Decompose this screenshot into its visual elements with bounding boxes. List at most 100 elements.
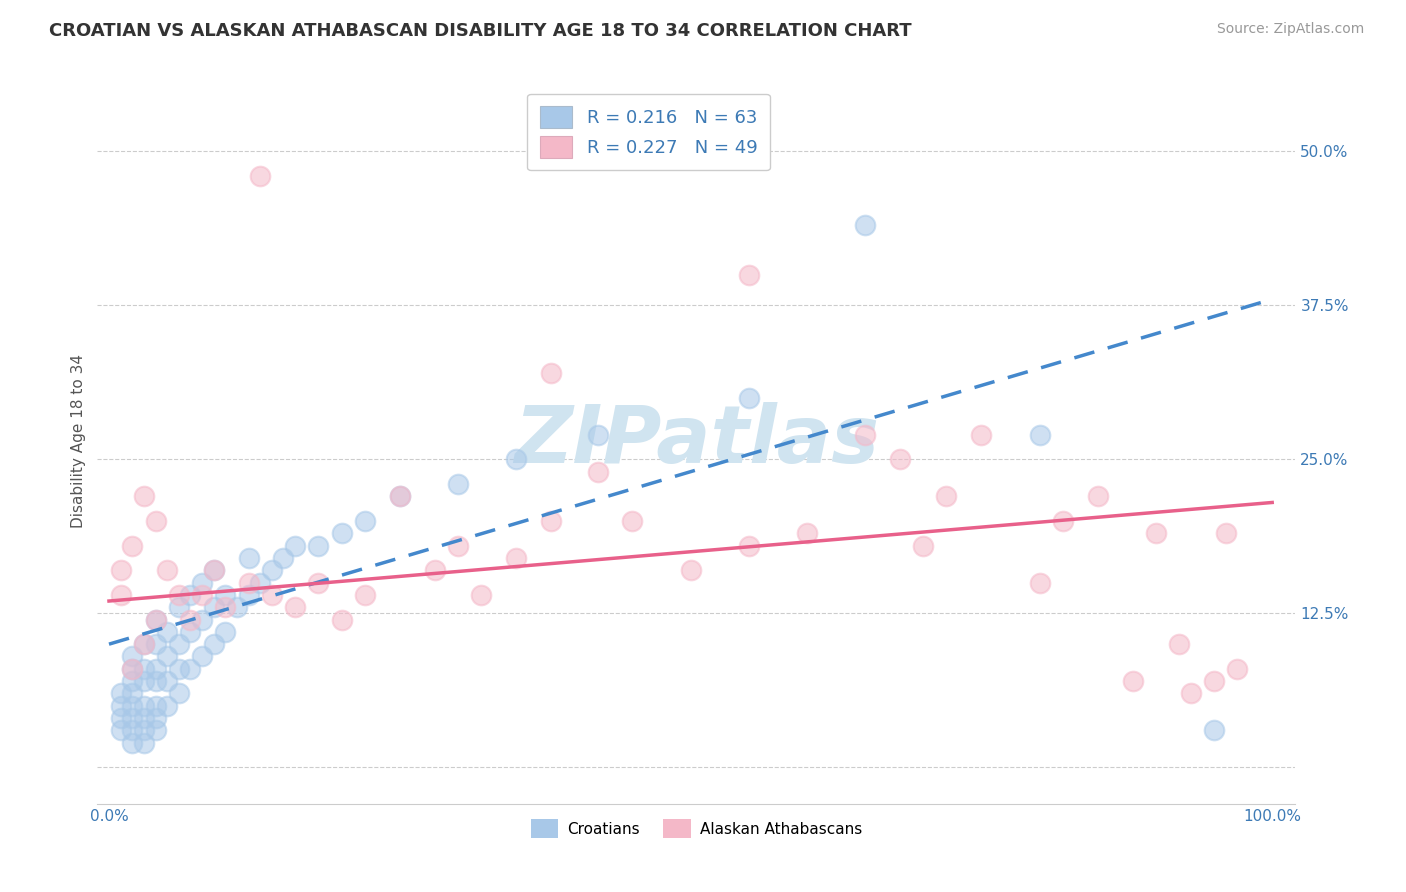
Point (505, 550, 527, 565)
Point (121, 686, 143, 700)
Point (388, 489, 411, 503)
Point (179, 624, 201, 639)
Point (110, 698, 132, 713)
Point (1168, 637, 1191, 651)
Point (110, 711, 132, 725)
Point (912, 539, 935, 553)
Point (621, 514, 644, 528)
Point (156, 649, 179, 664)
Point (179, 588, 201, 602)
Point (226, 600, 249, 615)
Point (167, 686, 190, 700)
Point (156, 674, 179, 689)
Point (330, 613, 353, 627)
Point (1052, 514, 1074, 528)
Point (145, 514, 167, 528)
Point (156, 624, 179, 639)
Point (505, 452, 527, 467)
Point (132, 662, 155, 676)
Point (307, 575, 329, 590)
Point (132, 637, 155, 651)
Point (167, 662, 190, 676)
Point (121, 649, 143, 664)
Point (679, 563, 702, 577)
Point (1087, 489, 1109, 503)
Point (307, 539, 329, 553)
Point (132, 674, 155, 689)
Point (388, 489, 411, 503)
Point (447, 477, 470, 491)
Point (132, 637, 155, 651)
Point (738, 539, 761, 553)
Point (354, 588, 377, 602)
Point (214, 588, 236, 602)
Point (853, 427, 876, 442)
Point (796, 526, 818, 541)
Point (273, 550, 295, 565)
Point (121, 662, 143, 676)
Point (738, 391, 761, 405)
Point (121, 539, 143, 553)
Point (145, 674, 167, 689)
Point (970, 427, 993, 442)
Point (935, 489, 957, 503)
Text: Source: ZipAtlas.com: Source: ZipAtlas.com (1216, 22, 1364, 37)
Point (238, 550, 260, 565)
Point (110, 723, 132, 738)
Point (145, 613, 167, 627)
Point (214, 624, 236, 639)
Point (202, 637, 225, 651)
Point (191, 588, 214, 602)
Point (260, 563, 283, 577)
Text: ZIPatlas: ZIPatlas (515, 402, 879, 480)
Point (738, 268, 761, 282)
Point (121, 698, 143, 713)
Point (202, 563, 225, 577)
Point (540, 366, 562, 380)
Point (145, 723, 167, 738)
Point (121, 723, 143, 738)
Point (586, 465, 609, 479)
Point (889, 452, 911, 467)
Point (249, 169, 271, 183)
Point (470, 588, 492, 602)
Point (110, 686, 132, 700)
Point (132, 711, 155, 725)
Point (110, 588, 132, 602)
Text: CROATIAN VS ALASKAN ATHABASCAN DISABILITY AGE 18 TO 34 CORRELATION CHART: CROATIAN VS ALASKAN ATHABASCAN DISABILIT… (49, 22, 912, 40)
Point (110, 563, 132, 577)
Point (1202, 674, 1225, 689)
Point (191, 613, 214, 627)
Point (191, 575, 214, 590)
Point (1226, 662, 1249, 676)
Point (330, 526, 353, 541)
Point (191, 649, 214, 664)
Point (167, 600, 190, 615)
Point (1180, 686, 1202, 700)
Point (284, 600, 307, 615)
Point (447, 539, 470, 553)
Point (145, 613, 167, 627)
Point (179, 613, 201, 627)
Point (238, 575, 260, 590)
Point (202, 563, 225, 577)
Point (202, 600, 225, 615)
Point (284, 539, 307, 553)
Point (238, 588, 260, 602)
Point (156, 563, 179, 577)
Point (145, 662, 167, 676)
Point (1028, 575, 1050, 590)
Point (540, 514, 562, 528)
Point (121, 711, 143, 725)
Point (145, 711, 167, 725)
Point (1202, 723, 1225, 738)
Point (260, 588, 283, 602)
Point (423, 563, 446, 577)
Y-axis label: Disability Age 18 to 34: Disability Age 18 to 34 (72, 354, 86, 528)
Point (132, 698, 155, 713)
Point (121, 674, 143, 689)
Point (249, 575, 271, 590)
Point (156, 698, 179, 713)
Point (1144, 526, 1167, 541)
Point (1028, 427, 1050, 442)
